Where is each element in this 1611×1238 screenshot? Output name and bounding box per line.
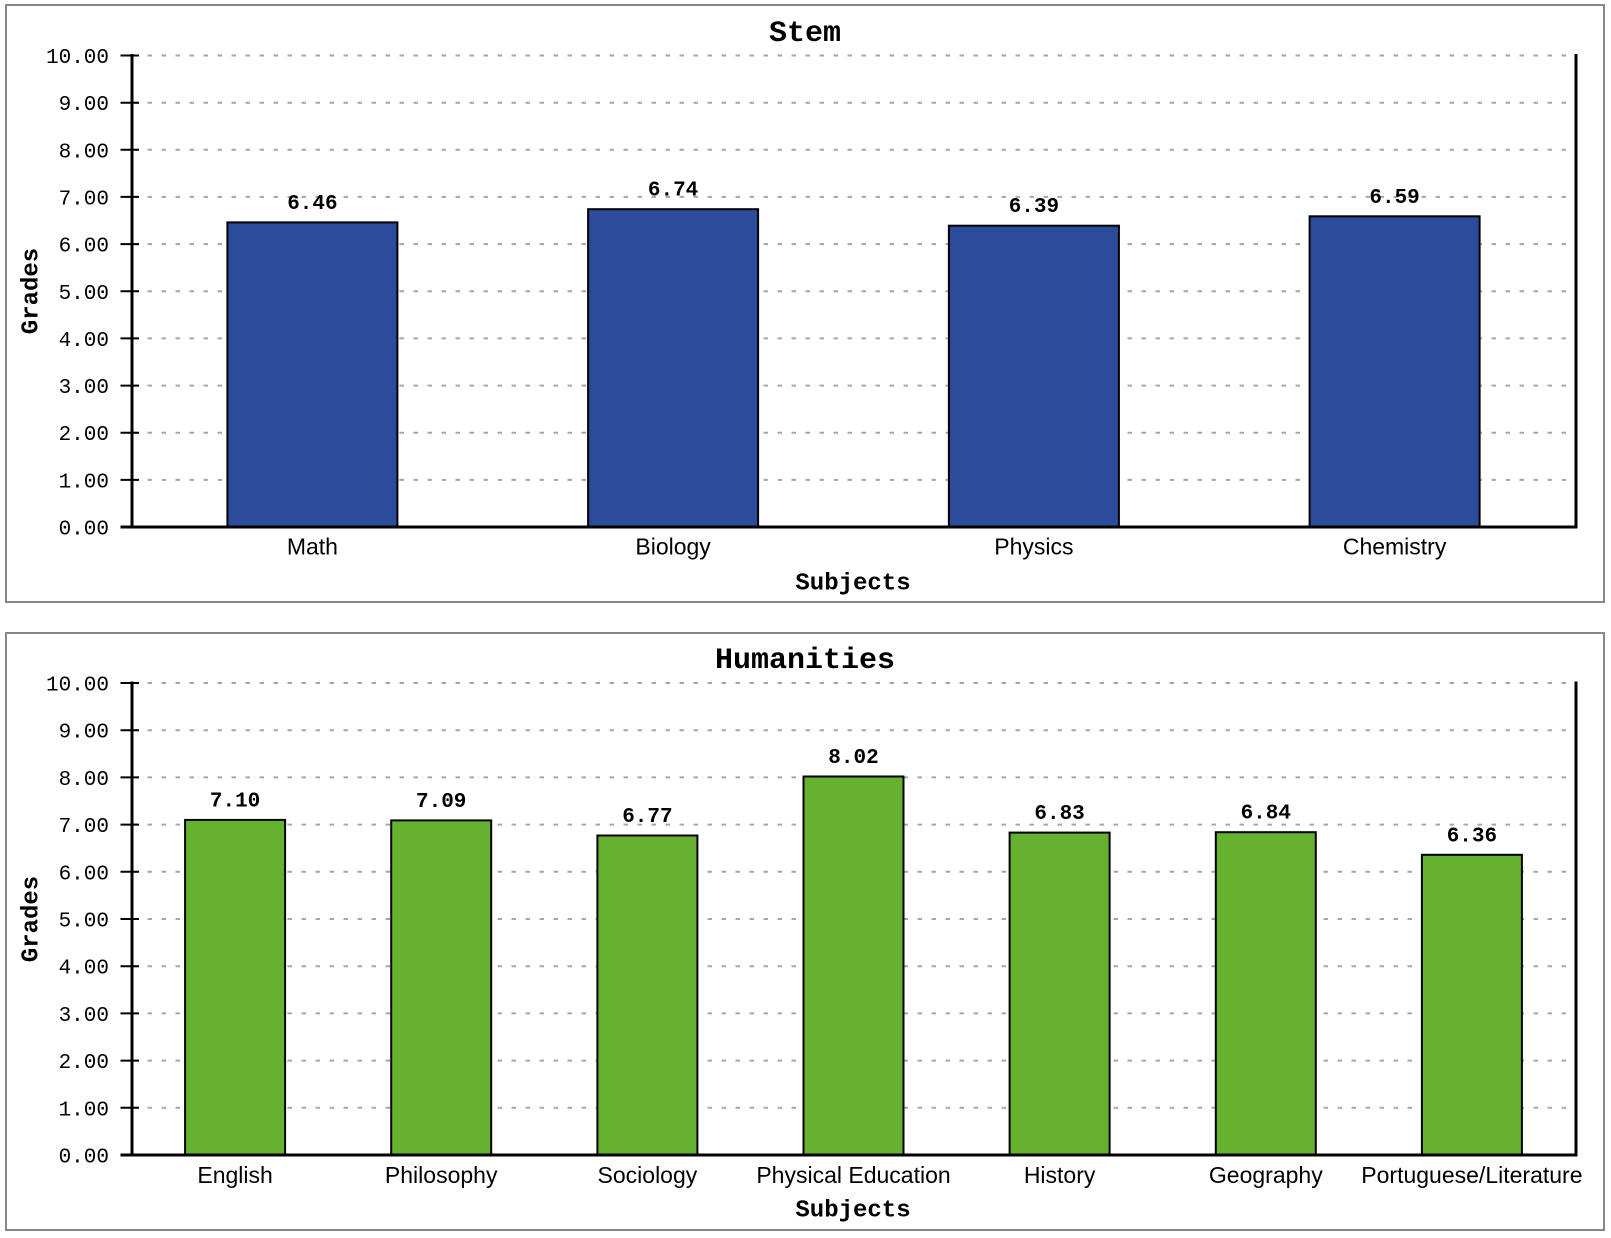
svg-text:History: History — [1024, 1162, 1096, 1188]
svg-text:2.00: 2.00 — [59, 424, 109, 447]
svg-text:6.84: 6.84 — [1241, 803, 1291, 826]
svg-text:1.00: 1.00 — [59, 471, 109, 494]
svg-text:4.00: 4.00 — [59, 958, 109, 981]
svg-text:7.00: 7.00 — [59, 188, 109, 211]
svg-text:5.00: 5.00 — [59, 911, 109, 934]
svg-text:0.00: 0.00 — [59, 1147, 109, 1170]
svg-text:6.39: 6.39 — [1009, 196, 1059, 219]
svg-text:2.00: 2.00 — [59, 1052, 109, 1075]
svg-text:10.00: 10.00 — [46, 47, 109, 70]
svg-text:6.74: 6.74 — [648, 180, 698, 203]
svg-text:6.00: 6.00 — [59, 863, 109, 886]
svg-text:Philosophy: Philosophy — [385, 1162, 498, 1188]
svg-text:Subjects: Subjects — [795, 571, 910, 598]
svg-text:4.00: 4.00 — [59, 330, 109, 353]
svg-text:6.46: 6.46 — [287, 193, 337, 216]
svg-text:Chemistry: Chemistry — [1343, 534, 1447, 560]
svg-text:0.00: 0.00 — [59, 519, 109, 542]
svg-text:Geography: Geography — [1209, 1162, 1323, 1188]
svg-text:Grades: Grades — [19, 876, 46, 962]
svg-text:6.00: 6.00 — [59, 236, 109, 259]
svg-text:10.00: 10.00 — [46, 675, 109, 698]
svg-text:6.59: 6.59 — [1369, 187, 1419, 210]
svg-text:5.00: 5.00 — [59, 283, 109, 306]
svg-text:Math: Math — [287, 534, 338, 560]
svg-text:3.00: 3.00 — [59, 1005, 109, 1028]
svg-text:6.77: 6.77 — [622, 806, 672, 829]
svg-text:Biology: Biology — [635, 534, 711, 560]
svg-text:Stem: Stem — [769, 17, 841, 51]
svg-text:7.09: 7.09 — [416, 791, 466, 814]
svg-text:9.00: 9.00 — [59, 722, 109, 745]
svg-text:Physics: Physics — [994, 534, 1073, 560]
svg-text:6.36: 6.36 — [1447, 825, 1497, 848]
svg-text:Sociology: Sociology — [598, 1162, 698, 1188]
svg-text:6.83: 6.83 — [1034, 803, 1084, 826]
svg-text:8.02: 8.02 — [828, 747, 878, 770]
svg-text:Subjects: Subjects — [795, 1198, 910, 1225]
svg-text:8.00: 8.00 — [59, 769, 109, 792]
svg-text:Grades: Grades — [19, 248, 46, 334]
svg-text:Humanities: Humanities — [715, 644, 895, 678]
svg-text:Portuguese/Literature: Portuguese/Literature — [1361, 1162, 1582, 1188]
svg-text:9.00: 9.00 — [59, 94, 109, 117]
svg-text:7.00: 7.00 — [59, 816, 109, 839]
svg-text:7.10: 7.10 — [210, 790, 260, 813]
svg-text:8.00: 8.00 — [59, 141, 109, 164]
svg-text:3.00: 3.00 — [59, 377, 109, 400]
svg-text:1.00: 1.00 — [59, 1099, 109, 1122]
svg-text:English: English — [197, 1162, 272, 1188]
svg-text:Physical Education: Physical Education — [756, 1162, 950, 1188]
